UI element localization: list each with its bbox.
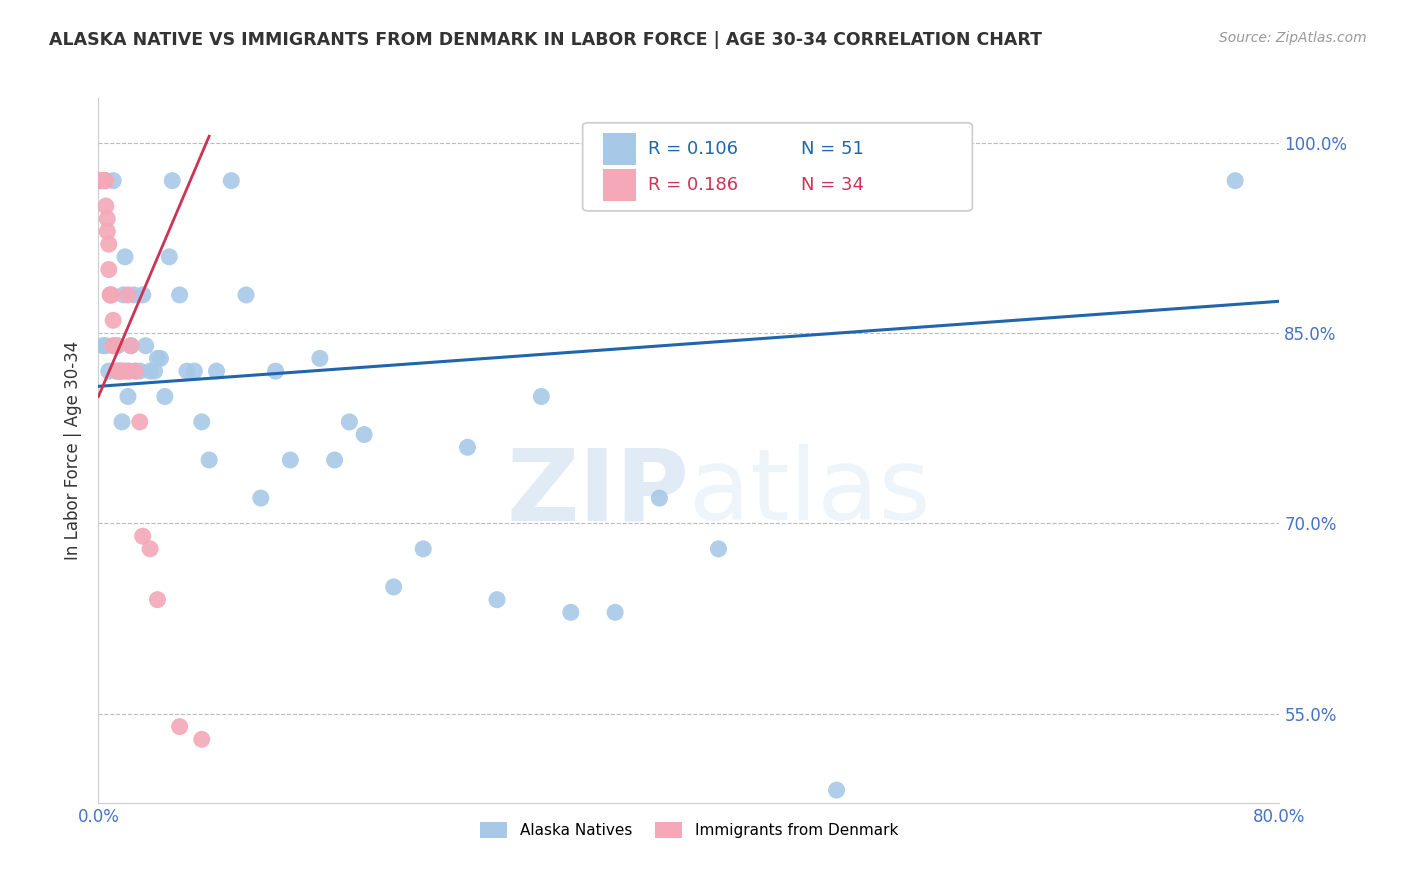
Point	[103, 313, 125, 327]
Point	[157, 250, 180, 264]
Point	[103, 174, 125, 188]
Point	[114, 364, 136, 378]
Point	[97, 262, 120, 277]
Point	[176, 364, 198, 378]
Point	[94, 199, 117, 213]
Point	[110, 364, 132, 378]
Bar	[603, 133, 636, 165]
Point	[235, 288, 257, 302]
Point	[149, 351, 172, 366]
Point	[98, 288, 121, 302]
Y-axis label: In Labor Force | Age 30-34: In Labor Force | Age 30-34	[65, 341, 83, 560]
Point	[353, 427, 375, 442]
Point	[91, 339, 114, 353]
Point	[117, 364, 139, 378]
Point	[111, 415, 134, 429]
Point	[100, 288, 122, 302]
Point	[169, 720, 191, 734]
Point	[128, 364, 150, 378]
Point	[107, 364, 129, 378]
Text: N = 34: N = 34	[801, 176, 865, 194]
Point	[114, 250, 136, 264]
Text: ALASKA NATIVE VS IMMIGRANTS FROM DENMARK IN LABOR FORCE | AGE 30-34 CORRELATION : ALASKA NATIVE VS IMMIGRANTS FROM DENMARK…	[49, 31, 1042, 49]
Point	[96, 224, 118, 238]
Point	[97, 237, 120, 252]
Point	[93, 174, 115, 188]
Point	[112, 288, 135, 302]
Point	[205, 364, 228, 378]
Point	[94, 174, 117, 188]
Point	[309, 351, 332, 366]
Point	[122, 288, 145, 302]
Point	[132, 529, 155, 543]
Text: N = 51: N = 51	[801, 140, 865, 158]
Point	[124, 364, 146, 378]
Point	[90, 174, 112, 188]
Point	[89, 174, 111, 188]
Point	[128, 415, 150, 429]
Point	[89, 174, 111, 188]
Point	[198, 453, 221, 467]
Point	[280, 453, 302, 467]
Point	[94, 339, 117, 353]
Point	[707, 541, 730, 556]
Point	[117, 288, 139, 302]
Point	[104, 339, 127, 353]
Point	[648, 491, 671, 505]
Point	[382, 580, 405, 594]
Point	[96, 211, 118, 226]
FancyBboxPatch shape	[582, 123, 973, 211]
Point	[143, 364, 166, 378]
Point	[221, 174, 243, 188]
Point	[132, 288, 155, 302]
Point	[412, 541, 434, 556]
Point	[486, 592, 509, 607]
Point	[264, 364, 287, 378]
Point	[146, 351, 169, 366]
Text: Source: ZipAtlas.com: Source: ZipAtlas.com	[1219, 31, 1367, 45]
Point	[1225, 174, 1247, 188]
Point	[105, 339, 128, 353]
Point	[153, 390, 176, 404]
Point	[120, 339, 142, 353]
Point	[183, 364, 205, 378]
Point	[162, 174, 183, 188]
Point	[560, 605, 582, 619]
Point	[191, 415, 214, 429]
Point	[110, 364, 132, 378]
Point	[825, 783, 848, 797]
Bar	[603, 169, 636, 201]
Point	[530, 390, 553, 404]
Point	[107, 339, 129, 353]
Point	[118, 364, 141, 378]
Point	[250, 491, 273, 505]
Point	[97, 364, 120, 378]
Legend: Alaska Natives, Immigrants from Denmark: Alaska Natives, Immigrants from Denmark	[474, 816, 904, 845]
Point	[98, 288, 121, 302]
Point	[124, 364, 146, 378]
Point	[93, 174, 115, 188]
Text: R = 0.186: R = 0.186	[648, 176, 738, 194]
Point	[146, 592, 169, 607]
Point	[103, 339, 125, 353]
Point	[191, 732, 214, 747]
Point	[117, 390, 139, 404]
Point	[91, 174, 114, 188]
Point	[139, 541, 162, 556]
Point	[135, 339, 157, 353]
Point	[108, 364, 131, 378]
Text: ZIP: ZIP	[506, 444, 689, 541]
Text: R = 0.106: R = 0.106	[648, 140, 738, 158]
Point	[323, 453, 346, 467]
Point	[457, 440, 479, 454]
Point	[105, 364, 128, 378]
Point	[120, 339, 142, 353]
Point	[111, 364, 134, 378]
Point	[605, 605, 627, 619]
Point	[169, 288, 191, 302]
Point	[339, 415, 361, 429]
Text: atlas: atlas	[689, 444, 931, 541]
Point	[139, 364, 162, 378]
